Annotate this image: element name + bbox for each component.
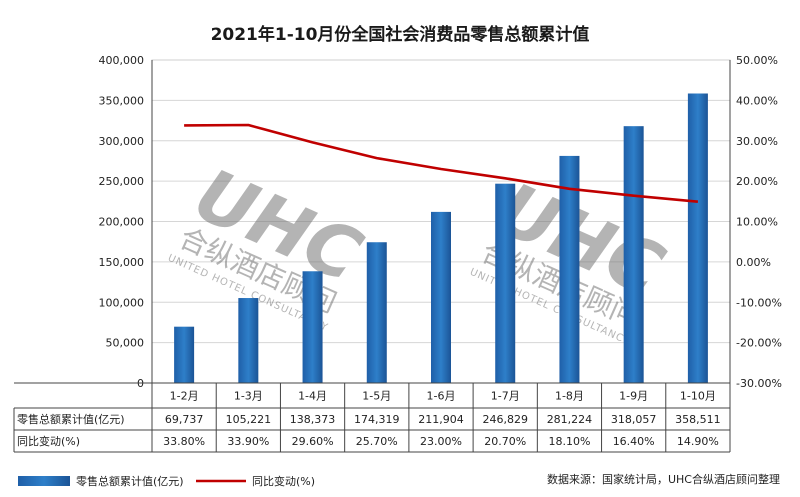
x-tick-label: 1-5月 (362, 390, 391, 403)
right-tick-label: 0.00% (736, 256, 771, 269)
table-cell-value: 281,224 (547, 413, 593, 426)
table-cell-value: 246,829 (482, 413, 528, 426)
x-tick-label: 1-3月 (234, 390, 263, 403)
bar-series (174, 93, 708, 383)
table-cell-yoy: 33.80% (163, 435, 205, 448)
table-cell-yoy: 14.90% (677, 435, 719, 448)
right-axis-ticks: -30.00% -20.00% -10.00% 0.00% 10.00% 20.00% 30… (736, 54, 782, 390)
table-cell-yoy: 33.90% (227, 435, 269, 448)
x-tick-label: 1-9月 (619, 390, 648, 403)
table-cell-yoy: 25.70% (356, 435, 398, 448)
right-tick-label: 30.00% (736, 135, 778, 148)
source-note: 数据来源：国家统计局，UHC合纵酒店顾问整理 (547, 472, 780, 486)
right-tick-label: 10.00% (736, 216, 778, 229)
data-table: 1-2月 69,737 33.80% 1-3月 105,221 33.90% 1-4月 138… (13, 60, 731, 453)
bar (302, 271, 323, 383)
legend-bar-swatch (18, 476, 70, 486)
table-cell-value: 318,057 (611, 413, 657, 426)
right-tick-label: -20.00% (736, 337, 782, 350)
legend-line-label: 同比变动(%) (252, 474, 315, 488)
bar (495, 183, 516, 383)
x-tick-label: 1-2月 (170, 390, 199, 403)
x-tick-label: 1-10月 (680, 390, 716, 403)
right-tick-label: 20.00% (736, 175, 778, 188)
table-cell-yoy: 20.70% (484, 435, 526, 448)
legend: 零售总额累计值(亿元) 同比变动(%) (18, 474, 315, 488)
left-tick-label: 300,000 (99, 135, 145, 148)
x-tick-label: 1-8月 (555, 390, 584, 403)
table-cell-yoy: 29.60% (292, 435, 334, 448)
table-cell-value: 105,221 (226, 413, 272, 426)
bar (431, 211, 451, 383)
chart-title: 2021年1-10月份全国社会消费品零售总额累计值 (211, 24, 590, 45)
bar (238, 298, 259, 383)
bar (687, 93, 708, 383)
x-tick-label: 1-7月 (491, 390, 520, 403)
table-cell-value: 211,904 (418, 413, 464, 426)
bar (623, 126, 644, 383)
right-tick-label: -30.00% (736, 377, 782, 390)
table-cell-yoy: 23.00% (420, 435, 462, 448)
bar (366, 242, 387, 383)
left-tick-label: 200,000 (99, 216, 145, 229)
right-tick-label: 40.00% (736, 94, 778, 107)
legend-bar-label: 零售总额累计值(亿元) (76, 474, 184, 488)
left-axis-ticks: 050,000100,000150,000200,000250,000300,0… (99, 54, 145, 390)
table-row-header: 同比变动(%) (17, 434, 80, 448)
left-tick-label: 100,000 (99, 296, 145, 309)
table-cell-yoy: 18.10% (548, 435, 590, 448)
line-series (184, 123, 699, 204)
table-cell-value: 138,373 (290, 413, 336, 426)
right-tick-label: -10.00% (736, 296, 782, 309)
left-tick-label: 50,000 (106, 337, 145, 350)
x-tick-label: 1-4月 (298, 390, 327, 403)
table-cell-value: 69,737 (165, 413, 204, 426)
table-row-header: 零售总额累计值(亿元) (17, 412, 125, 426)
right-tick-label: 50.00% (736, 54, 778, 67)
x-tick-label: 1-6月 (427, 390, 456, 403)
left-tick-label: 350,000 (99, 94, 145, 107)
table-cell-yoy: 16.40% (613, 435, 655, 448)
table-cell-value: 358,511 (675, 413, 721, 426)
left-tick-label: 150,000 (99, 256, 145, 269)
left-tick-label: 400,000 (99, 54, 145, 67)
bar (174, 326, 195, 383)
left-tick-label: 250,000 (99, 175, 145, 188)
bar (559, 155, 580, 383)
table-cell-value: 174,319 (354, 413, 400, 426)
